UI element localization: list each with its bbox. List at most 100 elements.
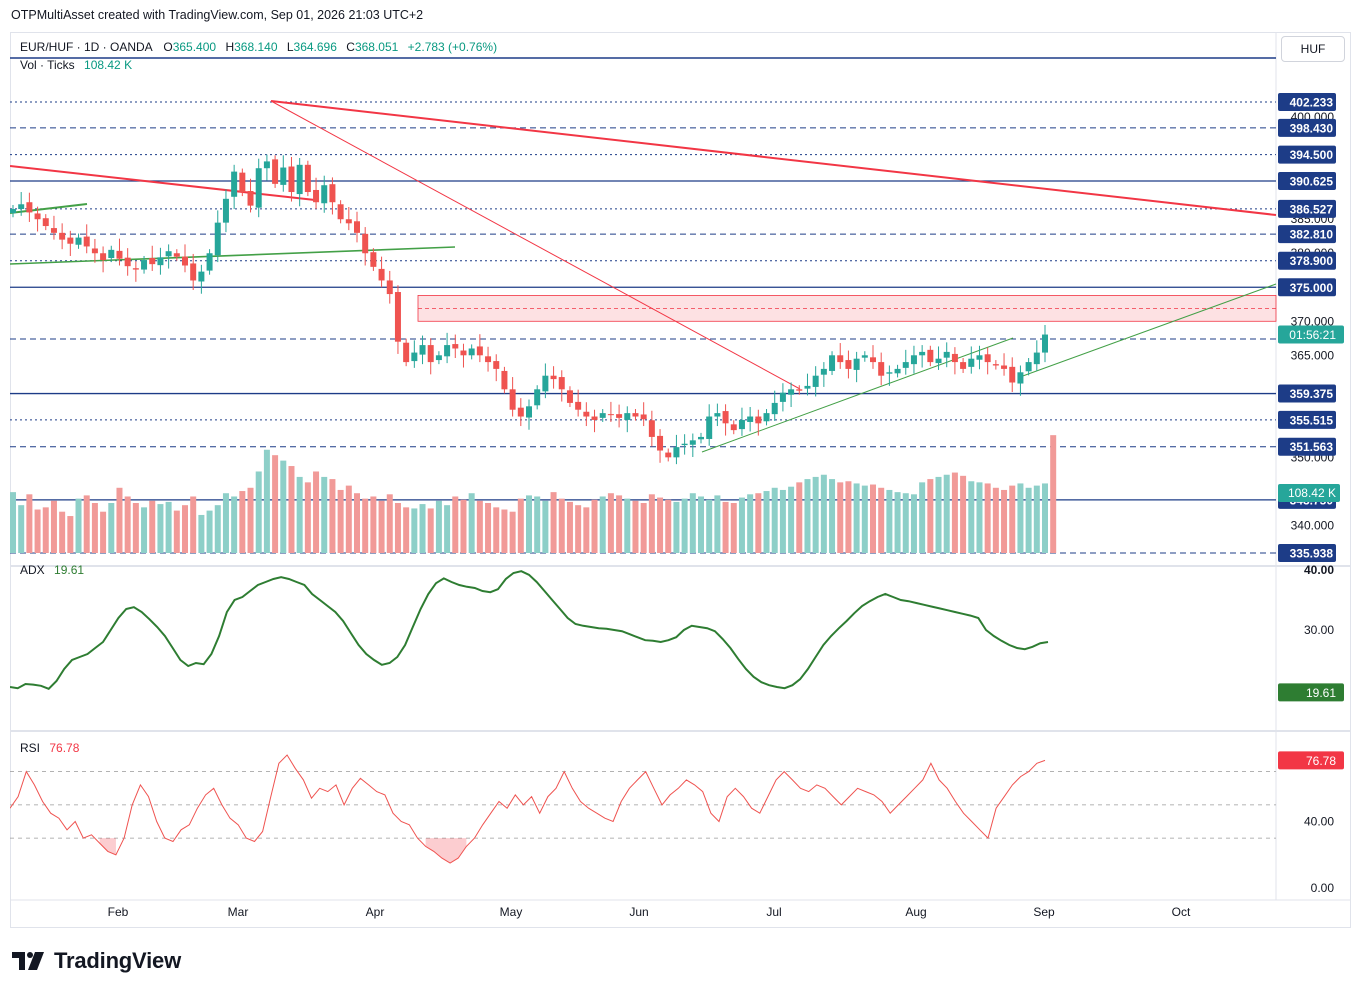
level-price-badge[interactable] bbox=[1278, 544, 1336, 562]
level-price-badge[interactable] bbox=[1278, 410, 1336, 429]
candle-body bbox=[468, 348, 475, 356]
candle-body bbox=[67, 237, 74, 244]
trendline-green-thin[interactable] bbox=[701, 337, 1014, 453]
price-axis-tick: 340.000 bbox=[1291, 518, 1335, 532]
candle-body bbox=[1042, 334, 1048, 353]
trendline-red[interactable] bbox=[270, 100, 1277, 216]
candle-body bbox=[173, 253, 180, 257]
candle-body bbox=[812, 375, 819, 387]
volume-bar bbox=[476, 500, 483, 553]
candle-body bbox=[75, 237, 82, 245]
rsi-badge[interactable] bbox=[1278, 751, 1344, 770]
level-price-badge[interactable] bbox=[1278, 384, 1336, 403]
level-price-badge[interactable] bbox=[1278, 171, 1336, 190]
candle-body bbox=[968, 358, 975, 367]
volume-badge[interactable] bbox=[1278, 484, 1340, 502]
adx-badge[interactable] bbox=[1278, 683, 1344, 702]
volume-bar bbox=[689, 493, 696, 553]
level-price-label: 390.625 bbox=[1290, 174, 1334, 188]
time-axis-tick: May bbox=[500, 905, 523, 919]
candle-body bbox=[476, 346, 483, 356]
volume-bar bbox=[427, 508, 434, 553]
volume-bar bbox=[362, 498, 369, 553]
candle-body bbox=[853, 358, 860, 370]
price-axis-tick: 370.000 bbox=[1291, 314, 1335, 328]
adx-badge-label: 19.61 bbox=[1306, 686, 1336, 700]
symbol-label[interactable]: EUR/HUF · 1D · OANDA bbox=[20, 40, 153, 54]
level-price-badge[interactable] bbox=[1278, 93, 1336, 111]
volume-bar bbox=[657, 497, 664, 553]
level-price-label: 394.500 bbox=[1290, 148, 1334, 162]
volume-bar bbox=[386, 494, 393, 553]
level-price-badge[interactable] bbox=[1278, 118, 1336, 137]
volume-bar bbox=[681, 498, 688, 553]
level-price-badge[interactable] bbox=[1278, 251, 1336, 270]
candle-body bbox=[444, 345, 451, 357]
candle-body bbox=[509, 389, 516, 410]
adx-line bbox=[10, 570, 1049, 690]
candle-body bbox=[182, 256, 188, 266]
volume-bar bbox=[566, 501, 573, 553]
volume-label[interactable]: Vol · Ticks bbox=[20, 58, 75, 72]
volume-bar bbox=[1025, 487, 1032, 553]
adx-label[interactable]: ADX bbox=[20, 563, 45, 577]
candle-body bbox=[992, 364, 999, 366]
candle-body bbox=[10, 209, 16, 214]
level-price-badge[interactable] bbox=[1278, 199, 1336, 218]
volume-bar bbox=[18, 505, 25, 553]
volume-value: 108.42 K bbox=[84, 58, 133, 72]
candle-body bbox=[222, 198, 229, 223]
trendline-green-thin[interactable] bbox=[1019, 283, 1277, 378]
candle-body bbox=[26, 202, 33, 213]
level-price-label: 351.563 bbox=[1290, 440, 1334, 454]
candle-body bbox=[935, 358, 942, 364]
time-axis-tick: Jun bbox=[629, 905, 648, 919]
level-price-badge[interactable] bbox=[1278, 437, 1336, 456]
tradingview-logo[interactable]: TradingView bbox=[11, 948, 181, 974]
level-price-badge[interactable] bbox=[1278, 225, 1336, 244]
trendline-green[interactable] bbox=[10, 203, 88, 214]
adx-value: 19.61 bbox=[54, 563, 85, 577]
volume-bar bbox=[42, 507, 49, 553]
volume-bar bbox=[919, 482, 926, 553]
level-price-badge[interactable] bbox=[1278, 145, 1336, 164]
candle-body bbox=[452, 344, 459, 349]
candle-body bbox=[960, 362, 967, 369]
candle-body bbox=[804, 385, 811, 389]
volume-bar bbox=[108, 503, 115, 553]
candle-body bbox=[599, 413, 606, 418]
candle-body bbox=[943, 351, 950, 358]
volume-bar bbox=[698, 496, 704, 553]
level-price-badge[interactable] bbox=[1278, 278, 1336, 297]
volume-legend: Vol · Ticks 108.42 K bbox=[20, 58, 132, 72]
candle-body bbox=[313, 189, 320, 203]
candle-body bbox=[706, 416, 713, 439]
trendline-red[interactable] bbox=[10, 165, 316, 201]
volume-bar bbox=[403, 507, 410, 553]
candle-body bbox=[419, 345, 426, 355]
candle-body bbox=[370, 252, 377, 267]
adx-axis-tick: 30.00 bbox=[1304, 623, 1334, 637]
volume-bar bbox=[435, 500, 442, 553]
candle-body bbox=[427, 345, 434, 363]
candle-body bbox=[116, 250, 123, 259]
candle-body bbox=[575, 401, 582, 410]
volume-bar bbox=[296, 476, 303, 553]
level-price-label: 402.233 bbox=[1290, 96, 1334, 110]
volume-bar bbox=[206, 510, 213, 553]
trendline-red-thin[interactable] bbox=[270, 100, 801, 390]
volume-bar bbox=[182, 505, 188, 553]
adx-legend: ADX 19.61 bbox=[20, 563, 84, 577]
level-price-label: 359.375 bbox=[1290, 387, 1334, 401]
volume-bar bbox=[878, 487, 885, 553]
volume-bar bbox=[599, 496, 606, 553]
level-price-label: 335.938 bbox=[1290, 547, 1334, 561]
volume-bar bbox=[526, 495, 532, 553]
volume-bar bbox=[976, 482, 983, 553]
candle-body bbox=[501, 370, 508, 390]
last-price-badge[interactable] bbox=[1278, 325, 1344, 344]
rsi-label[interactable]: RSI bbox=[20, 741, 41, 755]
chart-canvas[interactable]: 400.000395.000390.000385.000380.000375.0… bbox=[10, 32, 1351, 928]
currency-selector[interactable]: HUF bbox=[1281, 36, 1345, 62]
trendline-green[interactable] bbox=[10, 246, 456, 265]
